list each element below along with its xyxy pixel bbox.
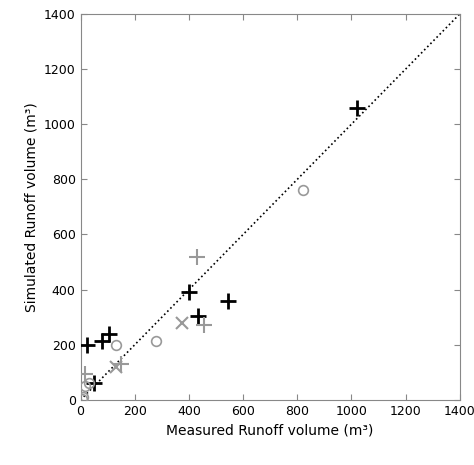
- X-axis label: Measured Runoff volume (m³): Measured Runoff volume (m³): [166, 423, 374, 437]
- Y-axis label: Simulated Runoff volume (m³): Simulated Runoff volume (m³): [24, 102, 38, 312]
